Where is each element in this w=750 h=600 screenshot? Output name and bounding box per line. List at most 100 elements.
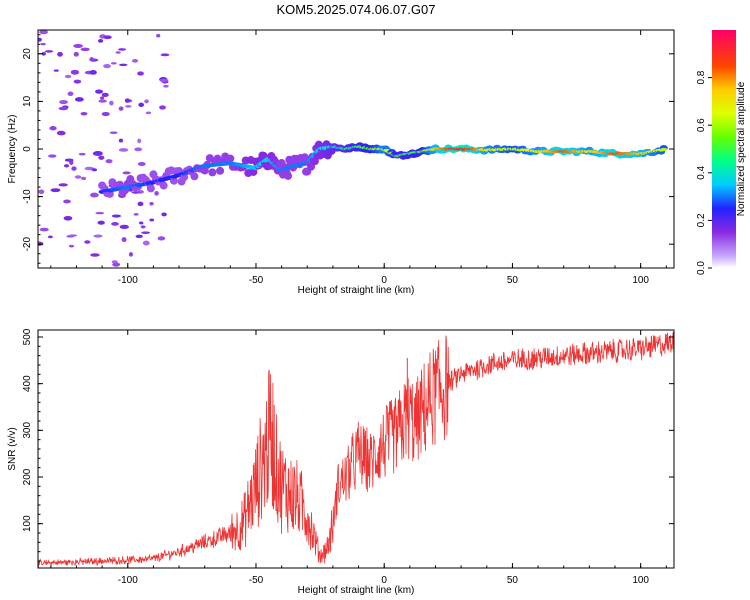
spectrogram-noise-cell — [134, 147, 143, 152]
y-tick-label: -10 — [22, 189, 33, 204]
spectrogram-cell — [159, 181, 168, 190]
spectrogram-noise-cell — [39, 227, 49, 232]
spectrogram-noise-cell — [156, 34, 161, 38]
spectrogram-noise-cell — [91, 168, 98, 172]
spectrogram-cell — [216, 166, 225, 175]
snr-series-line — [38, 331, 674, 568]
spectrogram-noise-cell — [70, 69, 80, 75]
spectrogram-noise-cell — [53, 69, 59, 72]
y-tick-label: 100 — [22, 515, 33, 532]
spectrogram-noise-cell — [67, 91, 74, 97]
spectrogram-marks — [38, 30, 668, 267]
spectrogram-noise-cell — [111, 214, 122, 218]
x-tick-label: 0 — [381, 575, 387, 586]
spectrogram-noise-cell — [73, 79, 82, 84]
spectrogram-noise-cell — [161, 212, 167, 217]
spectrogram-noise-cell — [145, 111, 152, 115]
spectrogram-noise-cell — [159, 78, 169, 83]
y-tick-label: 20 — [22, 48, 33, 60]
x-tick-label: -50 — [249, 275, 264, 286]
spectrogram-noise-cell — [63, 164, 70, 168]
spectrogram-cell — [226, 154, 235, 163]
colorbar-ticks: 0.0 0.2 0.4 0.6 0.8 — [696, 70, 712, 275]
spectrogram-noise-cell — [98, 155, 105, 160]
spectrogram-noise-cell — [38, 37, 42, 42]
x-tick-label: 50 — [507, 575, 519, 586]
spectrogram-noise-cell — [90, 253, 100, 257]
spectrogram-noise-cell — [39, 30, 48, 35]
spectrogram-noise-cell — [118, 148, 129, 152]
spectrogram-noise-cell — [92, 151, 103, 156]
y-tick-label: 300 — [22, 422, 33, 439]
spectrogram-noise-cell — [122, 171, 131, 175]
colorbar-tick-label: 0.6 — [696, 118, 707, 132]
spectrogram-noise-cell — [137, 71, 144, 76]
y-tick-label: 400 — [22, 375, 33, 392]
spectrogram-noise-cell — [125, 105, 132, 108]
spectrogram-noise-cell — [149, 218, 155, 222]
spectrogram-noise-cell — [90, 192, 99, 198]
spectrogram-noise-cell — [141, 231, 151, 235]
spectrogram-noise-cell — [74, 175, 82, 179]
spectrogram-noise-cell — [144, 99, 149, 104]
spectrogram-noise-cell — [157, 236, 166, 241]
spectrogram-noise-cell — [111, 260, 118, 264]
snr-marks — [38, 331, 674, 568]
spectrogram-noise-cell — [93, 234, 103, 238]
spectrogram-noise-cell — [89, 70, 97, 75]
x-tick-label: 100 — [632, 575, 649, 586]
spectrogram-noise-cell — [110, 62, 117, 65]
spectrogram-noise-cell — [44, 50, 54, 53]
colorbar-tick-label: 0.0 — [696, 261, 707, 275]
spectrogram-noise-cell — [97, 220, 105, 225]
spectrogram-noise-cell — [109, 100, 114, 106]
spectrogram-noise-cell — [100, 96, 105, 100]
spectrogram-noise-cell — [48, 154, 57, 158]
spectrogram-noise-cell — [48, 235, 53, 239]
x-tick-label: 50 — [507, 275, 519, 286]
snr-y-axis-label: SNR (v/v) — [7, 427, 18, 470]
spectrogram-cell — [169, 176, 178, 185]
spectrogram-noise-cell — [149, 201, 154, 206]
spectrogram-noise-cell — [89, 57, 94, 62]
spectrogram-noise-cell — [69, 160, 74, 166]
spectrogram-noise-cell — [80, 47, 90, 52]
spectrogram-noise-cell — [112, 262, 121, 267]
spectrogram-noise-cell — [78, 152, 86, 156]
spectrogram-noise-cell — [73, 51, 79, 57]
y-tick-label: 200 — [22, 468, 33, 485]
x-tick-label: -100 — [118, 275, 138, 286]
colorbar-label: Normalized spectral amplitude — [736, 81, 747, 216]
spectrogram-noise-cell — [56, 130, 66, 136]
spectrogram-noise-cell — [135, 234, 143, 239]
snr-panel: -100 -50 0 50 100 500 400 300 200 100 Height of s… — [7, 328, 675, 596]
spectrogram-noise-cell — [140, 225, 146, 229]
spectrogram-cell — [660, 147, 668, 152]
spectrogram-noise-cell — [137, 161, 146, 166]
spectrogram-noise-cell — [84, 240, 91, 244]
spectrogram-noise-cell — [118, 106, 124, 111]
spectrogram-noise-cell — [124, 98, 130, 103]
x-tick-label: 100 — [632, 275, 649, 286]
y-tick-label: 10 — [22, 95, 33, 107]
spectrogram-noise-cell — [49, 126, 57, 131]
spectrogram-noise-cell — [95, 89, 104, 94]
spectrogram-noise-cell — [131, 191, 140, 194]
snr-x-axis-label: Height of straight line (km) — [298, 585, 415, 596]
spectrogram-noise-cell — [95, 211, 105, 215]
spectrogram-noise-cell — [41, 51, 46, 56]
spectrogram-noise-cell — [118, 48, 127, 51]
spectrogram-noise-cell — [131, 59, 139, 63]
spectrogram-cell — [208, 168, 217, 177]
spectrogram-noise-cell — [163, 84, 169, 88]
spectrogram-x-axis-label: Height of straight line (km) — [298, 285, 415, 296]
spectrogram-noise-cell — [80, 176, 87, 181]
y-tick-label: 500 — [22, 328, 33, 345]
spectrogram-noise-cell — [159, 105, 166, 110]
spectrogram-cell — [146, 184, 155, 193]
spectrogram-noise-cell — [137, 201, 144, 207]
spectrogram-noise-cell — [115, 51, 121, 54]
